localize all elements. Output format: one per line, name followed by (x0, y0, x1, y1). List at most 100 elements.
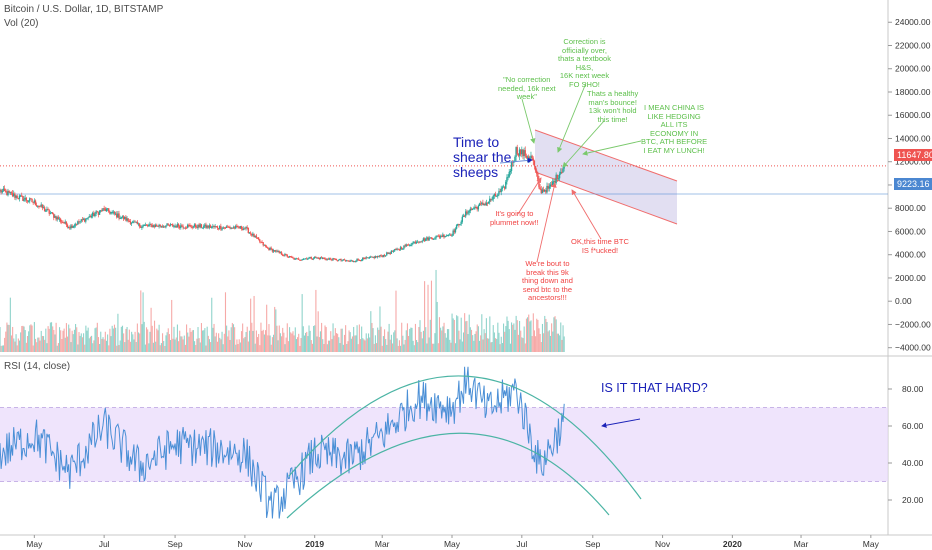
volume-bar (113, 329, 114, 352)
volume-bar (86, 331, 87, 352)
volume-bar (368, 333, 369, 352)
volume-bar (173, 327, 174, 352)
volume-bar (469, 315, 470, 352)
candle-body (195, 224, 196, 227)
note-is-it-that-hard: IS IT THAT HARD? (601, 381, 708, 396)
volume-bar (167, 332, 168, 352)
volume-bar (538, 328, 539, 352)
volume-bar (480, 335, 481, 352)
candle-body (451, 236, 452, 237)
volume-bar (234, 327, 235, 352)
price-tick-label: 22000.00 (895, 40, 931, 50)
volume-bar (478, 326, 479, 352)
volume-bar (339, 343, 340, 352)
volume-bar (402, 336, 403, 352)
volume-bar (530, 320, 531, 352)
volume-bar (305, 333, 306, 352)
volume-bar (320, 331, 321, 352)
candle-body (156, 225, 157, 226)
note-china-hedging: I MEAN CHINA IS LIKE HEDGING ALL ITS ECO… (641, 104, 707, 156)
volume-bar (76, 327, 77, 352)
volume-bar (292, 331, 293, 352)
volume-bar (403, 344, 404, 352)
volume-bar (407, 323, 408, 352)
candle-body (455, 229, 456, 233)
volume-bar (508, 321, 509, 352)
volume-bar (458, 331, 459, 352)
volume-bar (168, 328, 169, 352)
candle-body (336, 259, 337, 261)
volume-bar (43, 336, 44, 352)
volume-bar (548, 331, 549, 352)
volume-bar (481, 314, 482, 352)
candle-body (478, 206, 479, 209)
candle-body (307, 259, 308, 260)
volume-bar (272, 337, 273, 352)
volume-bar (295, 327, 296, 352)
volume-bar (558, 334, 559, 352)
volume-bar (196, 339, 197, 352)
no-correction-arrow (522, 99, 534, 143)
volume-bar (362, 338, 363, 352)
price-tick-label: 24000.00 (895, 17, 931, 27)
volume-bar (189, 328, 190, 352)
volume-bar (222, 332, 223, 352)
volume-bar (250, 299, 251, 352)
candle-body (248, 228, 249, 233)
volume-bar (537, 320, 538, 352)
volume-bar (561, 340, 562, 352)
volume-bar (176, 337, 177, 352)
volume-bar (278, 340, 279, 352)
volume-bar (169, 334, 170, 352)
volume-bar (215, 336, 216, 352)
volume-bar (124, 342, 125, 352)
volume-bar (112, 326, 113, 352)
volume-bar (17, 345, 18, 352)
volume-bar (519, 321, 520, 352)
volume-bar (74, 330, 75, 352)
volume-bar (434, 333, 435, 352)
volume-bar (556, 319, 557, 352)
candle-body (258, 238, 259, 240)
volume-bar (57, 346, 58, 352)
volume-bar (381, 327, 382, 352)
price-tick-label: −4000.00 (895, 343, 931, 353)
volume-bar (270, 336, 271, 352)
volume-bar (140, 290, 141, 352)
volume-bar (29, 325, 30, 352)
volume-bar (314, 325, 315, 352)
volume-bar (486, 318, 487, 352)
volume-bar (338, 337, 339, 352)
volume-bar (65, 338, 66, 352)
time-tick-label: May (863, 539, 880, 549)
volume-bar (379, 306, 380, 352)
rsi-tick-label: 60.00 (902, 421, 924, 431)
volume-bar (313, 326, 314, 352)
volume-bar (457, 316, 458, 352)
volume-bar (525, 343, 526, 352)
volume-bar (175, 339, 176, 352)
volume-bar (139, 333, 140, 352)
volume-bar (37, 338, 38, 352)
volume-bar (384, 329, 385, 352)
volume-bar (72, 331, 73, 352)
candle-body (525, 150, 526, 156)
candle-body (131, 223, 132, 224)
candle-body (190, 225, 191, 227)
volume-bar (227, 336, 228, 352)
volume-bar (304, 336, 305, 352)
candle-body (491, 199, 492, 200)
candle-body (23, 199, 24, 201)
candle-body (168, 224, 169, 225)
candle-body (165, 225, 166, 227)
volume-bar (440, 328, 441, 352)
candle-body (313, 258, 314, 259)
volume-bar (322, 339, 323, 352)
volume-bar (232, 323, 233, 352)
volume-bar (350, 332, 351, 352)
volume-bar (358, 344, 359, 352)
volume-bar (19, 341, 20, 352)
volume-bar (424, 281, 425, 352)
